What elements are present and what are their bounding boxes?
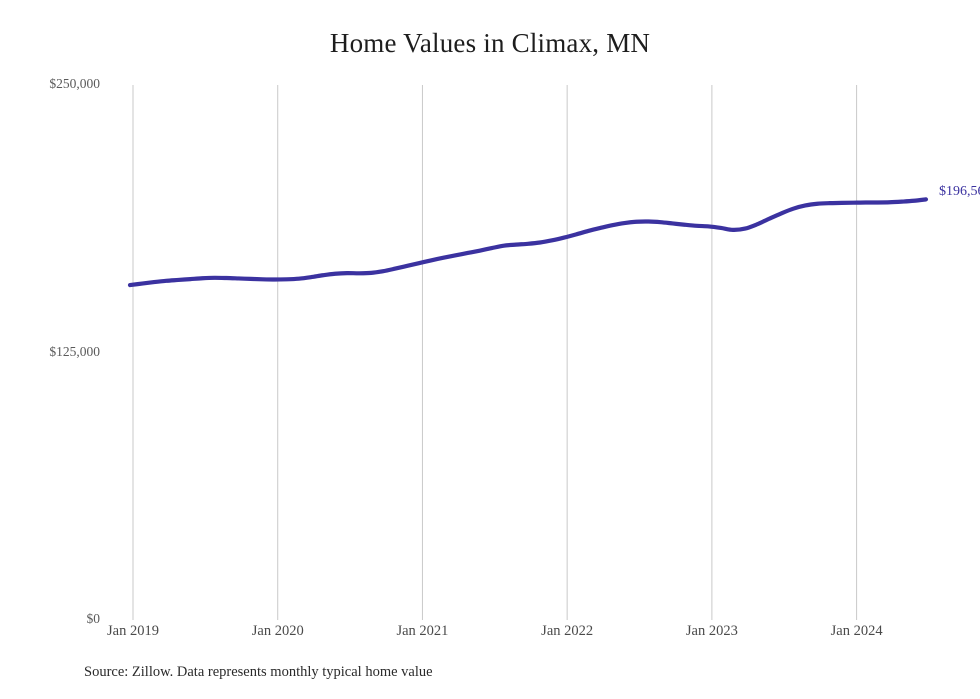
y-axis-tick-label: $125,000 [49, 343, 100, 359]
x-axis-tick-label: Jan 2020 [251, 623, 304, 639]
x-axis-tick-label: Jan 2023 [685, 623, 738, 639]
y-axis-tick-label: $0 [86, 611, 101, 626]
x-axis-tick-label: Jan 2019 [107, 623, 159, 639]
x-axis-tick-label: Jan 2024 [830, 623, 883, 639]
gridlines-group [132, 85, 858, 620]
x-axis-tick-label: Jan 2021 [396, 623, 449, 639]
y-axis-tick-label: $250,000 [49, 76, 100, 91]
chart-title: Home Values in Climax, MN [329, 28, 651, 58]
home-value-line [127, 197, 929, 288]
source-note: Source: Zillow. Data represents monthly … [84, 664, 433, 680]
end-value-annotation: $196,561 [938, 184, 980, 200]
x-axis-tick-label: Jan 2022 [541, 623, 594, 639]
